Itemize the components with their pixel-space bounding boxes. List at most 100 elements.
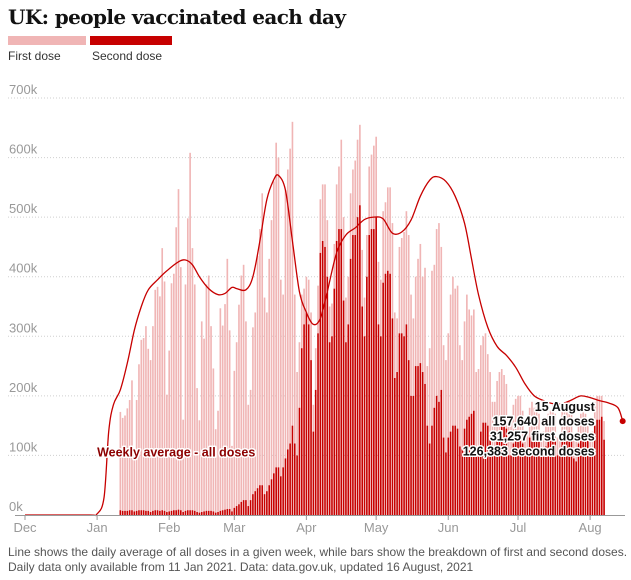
x-tick-label: Jul [510, 520, 527, 535]
second-dose-bar [531, 431, 533, 515]
second-dose-bar [598, 419, 601, 515]
second-dose-bar [249, 500, 252, 515]
second-dose-bar [428, 443, 431, 515]
first-dose-bar [242, 264, 245, 501]
second-dose-bar [324, 246, 326, 515]
first-dose-bar [145, 326, 147, 511]
first-dose-bar [140, 339, 143, 511]
second-dose-bar [559, 455, 561, 515]
second-dose-bar [538, 437, 540, 515]
second-dose-bar [459, 446, 461, 515]
first-dose-bar [391, 223, 394, 319]
first-dose-bar [363, 297, 366, 337]
first-dose-bar [254, 312, 257, 492]
second-dose-bar [268, 485, 270, 515]
second-dose-bar [561, 437, 564, 515]
second-dose-bar [335, 240, 338, 515]
first-dose-bar [396, 318, 398, 373]
first-dose-bar [426, 366, 429, 426]
first-dose-bar [166, 394, 168, 513]
second-dose-bar [589, 455, 591, 515]
first-dose-bar [191, 248, 194, 511]
first-dose-bar [345, 297, 347, 343]
legend-label-second-dose: Second dose [92, 49, 163, 63]
second-dose-bar [331, 336, 333, 515]
second-dose-bar [454, 425, 457, 515]
second-dose-bar [263, 494, 266, 515]
second-dose-bar [510, 455, 512, 515]
second-dose-bar [312, 431, 315, 515]
second-dose-bar [542, 455, 545, 515]
y-tick-label: 500k [9, 201, 38, 216]
second-dose-bar [363, 336, 366, 515]
first-dose-bar [249, 389, 252, 501]
second-dose-bar [242, 500, 245, 515]
first-dose-bar [370, 154, 373, 230]
second-dose-bar [145, 510, 147, 515]
first-dose-bar [228, 330, 231, 510]
first-dose-bar [593, 401, 596, 426]
first-dose-bar [561, 410, 564, 438]
second-dose-bar [482, 422, 484, 515]
first-dose-bar [217, 410, 219, 513]
first-dose-bar [170, 283, 173, 511]
x-tick-label: Dec [13, 520, 37, 535]
first-dose-bar [189, 152, 191, 511]
first-dose-bar [147, 348, 150, 511]
first-dose-bar [335, 184, 338, 241]
first-dose-bar [531, 401, 533, 432]
first-dose-bar [119, 411, 122, 511]
first-dose-bar [424, 267, 426, 384]
first-dose-bar [428, 348, 431, 444]
second-dose-bar [505, 428, 508, 515]
first-dose-bar [210, 326, 212, 511]
second-dose-bar [556, 455, 559, 515]
second-dose-bar [186, 510, 189, 515]
second-dose-bar [368, 235, 370, 515]
second-dose-bar [270, 479, 273, 515]
first-dose-bar [563, 407, 566, 435]
first-dose-bar [575, 440, 577, 462]
first-dose-bar [480, 345, 482, 432]
first-dose-bar [161, 248, 164, 511]
second-dose-bar [214, 512, 217, 515]
second-dose-bar [366, 276, 368, 515]
first-dose-bar [317, 285, 319, 334]
second-dose-bar [584, 434, 587, 515]
first-dose-bar [326, 220, 329, 277]
second-dose-bar [535, 431, 538, 515]
second-dose-bar [347, 324, 350, 515]
first-dose-bar [238, 304, 240, 505]
first-dose-bar [359, 124, 361, 206]
second-dose-bar [507, 455, 510, 515]
first-dose-bar [293, 294, 296, 444]
x-tick-label: Apr [296, 520, 317, 535]
second-dose-bar [405, 324, 408, 515]
first-dose-bar [235, 342, 238, 507]
second-dose-bar [217, 512, 219, 515]
second-dose-bar [475, 449, 477, 515]
first-dose-bar [352, 169, 354, 236]
first-dose-bar [366, 235, 368, 277]
second-dose-bar [433, 407, 436, 515]
first-dose-bar [438, 223, 440, 402]
second-dose-bar [161, 510, 164, 515]
first-dose-bar [240, 275, 243, 502]
first-dose-bar [212, 368, 215, 512]
first-dose-bar [433, 264, 436, 408]
first-dose-bar [373, 145, 375, 230]
second-dose-bar [286, 449, 289, 515]
first-dose-bar [552, 404, 554, 435]
first-dose-bar [356, 139, 359, 218]
first-dose-bar [266, 312, 268, 492]
second-dose-bar [128, 510, 131, 515]
x-tick-label: Jun [438, 520, 459, 535]
second-dose-bar [463, 428, 466, 515]
first-dose-bar [414, 276, 417, 367]
first-dose-bar [442, 345, 445, 438]
second-dose-bar [273, 473, 275, 515]
annotation-latest-first: 31,257 first doses [490, 430, 595, 444]
first-dose-bar [456, 285, 459, 429]
first-dose-bar [580, 413, 582, 438]
first-dose-bar [180, 267, 182, 511]
